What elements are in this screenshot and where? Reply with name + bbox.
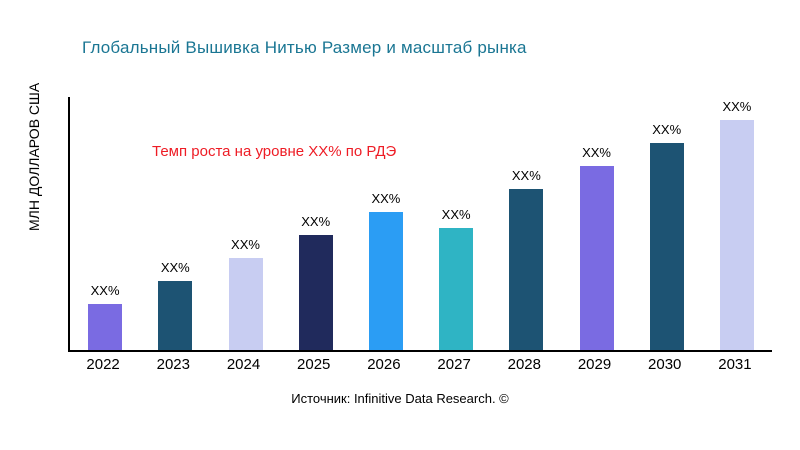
bar-slot-2024: XX% — [210, 237, 280, 350]
bar-value-label-2027: XX% — [441, 207, 471, 222]
x-tick-2022: 2022 — [86, 356, 120, 373]
x-tick-2028: 2028 — [507, 356, 541, 373]
bar-slot-2023: XX% — [140, 260, 210, 350]
plot-area: Темп роста на уровне XX% по РДЭ XX% XX% XX… — [68, 97, 772, 352]
bar-2027 — [439, 228, 474, 350]
bar-value-label-2023: XX% — [160, 260, 190, 275]
bar-value-label-2029: XX% — [582, 145, 611, 160]
chart-title: Глобальный Вышивка Нитью Размер и масшта… — [82, 38, 527, 57]
bar-2028 — [509, 189, 544, 350]
bar-2022 — [88, 304, 123, 350]
bar-slot-2025: XX% — [281, 214, 351, 350]
bar-value-label-2030: XX% — [652, 122, 682, 137]
x-tick-2025: 2025 — [297, 356, 331, 373]
bar-2024 — [228, 258, 263, 350]
bar-value-label-2024: XX% — [231, 237, 260, 252]
bar-value-label-2028: XX% — [511, 168, 541, 183]
x-tick-2031: 2031 — [718, 356, 752, 373]
bar-2029 — [579, 166, 614, 350]
growth-rate-annotation: Темп роста на уровне XX% по РДЭ — [152, 143, 397, 160]
bar-value-label-2022: XX% — [90, 283, 120, 298]
bars-container: XX% XX% XX% XX% XX% XX% XX% XX% XX% XX% — [70, 97, 772, 350]
bar-slot-2031: XX% — [702, 99, 772, 350]
bar-2031 — [719, 120, 754, 350]
bar-value-label-2031: XX% — [722, 99, 752, 114]
bar-slot-2022: XX% — [70, 283, 140, 350]
x-tick-2027: 2027 — [437, 356, 471, 373]
bar-slot-2030: XX% — [632, 122, 702, 350]
bar-slot-2028: XX% — [491, 168, 561, 350]
bar-2030 — [649, 143, 684, 350]
x-tick-2029: 2029 — [577, 356, 612, 373]
bar-slot-2027: XX% — [421, 207, 491, 350]
x-tick-2023: 2023 — [156, 356, 190, 373]
x-axis-labels: 2022 2023 2024 2025 2026 2027 2028 2029 2030 2031 — [68, 356, 770, 373]
y-axis-label: МЛН ДОЛЛАРОВ США — [26, 82, 42, 232]
bar-2025 — [298, 235, 333, 350]
bar-slot-2026: XX% — [351, 191, 421, 350]
x-tick-2026: 2026 — [367, 356, 401, 373]
source-text: Источник: Infinitive Data Research. © — [291, 391, 509, 406]
bar-value-label-2026: XX% — [371, 191, 401, 206]
bar-2026 — [368, 212, 403, 350]
bar-value-label-2025: XX% — [301, 214, 331, 229]
bar-slot-2029: XX% — [561, 145, 631, 350]
bar-2023 — [158, 281, 193, 350]
x-tick-2024: 2024 — [226, 356, 261, 373]
x-tick-2030: 2030 — [648, 356, 682, 373]
